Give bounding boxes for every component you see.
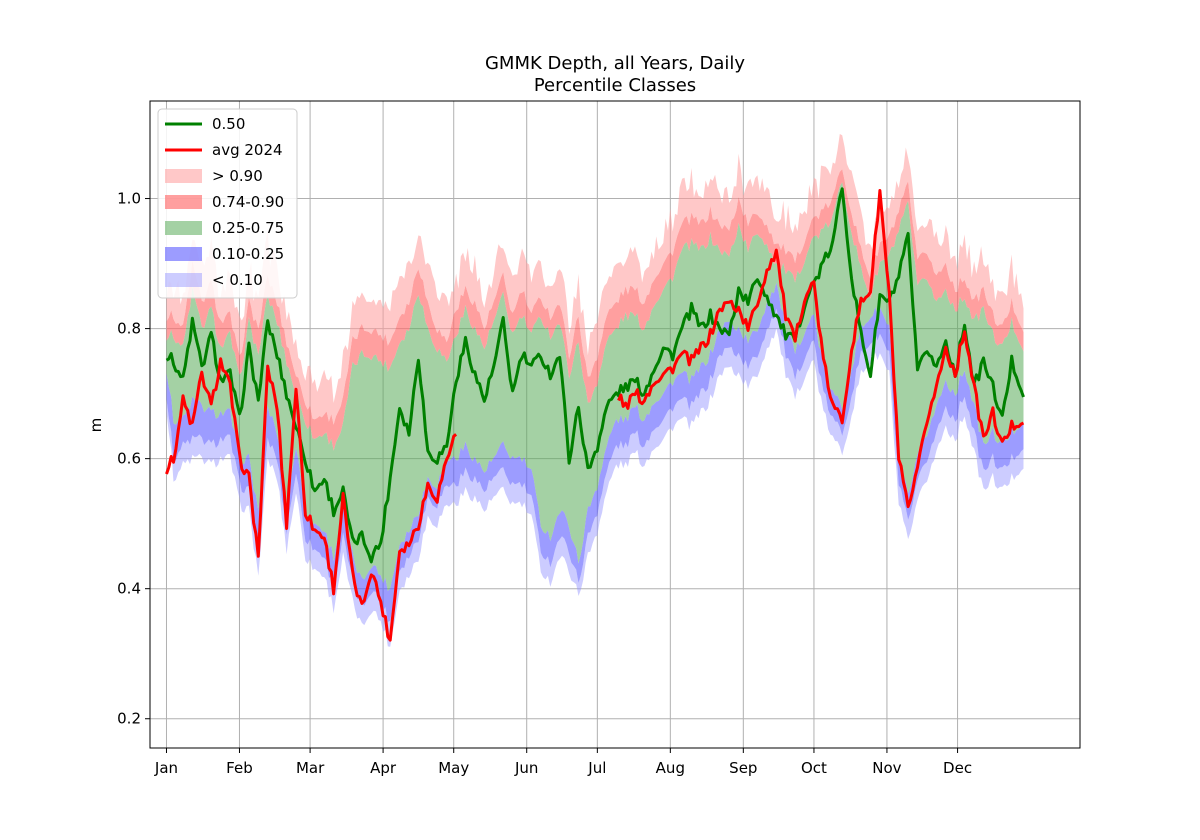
y-tick-label-4: 1.0 (117, 190, 141, 208)
legend-label-avg-2024: avg 2024 (212, 141, 283, 159)
x-tick-label-jun: Jun (514, 759, 538, 777)
legend-label-0-50: 0.50 (212, 115, 245, 133)
x-tick-label-nov: Nov (872, 759, 901, 777)
plot-frame (149, 100, 1081, 749)
chart-title: GMMK Depth, all Years, Daily (485, 53, 745, 74)
legend-label-0-74-0-90: 0.74-0.90 (212, 193, 284, 211)
legend-swatch-0-10-0-25 (165, 247, 202, 261)
series-line-avg-2024 (165, 189, 1025, 642)
y-axis-label: m (87, 418, 105, 433)
x-tick-label-aug: Aug (656, 759, 685, 777)
legend-swatch-0-25-0-75 (165, 221, 202, 235)
y-axis: 0.2 0.4 0.6 0.8 1.0 (117, 190, 150, 728)
x-tick-label-dec: Dec (943, 759, 972, 777)
chart-subtitle: Percentile Classes (534, 75, 696, 96)
x-tick-label-mar: Mar (296, 759, 325, 777)
legend-label-0-25-0-75: 0.25-0.75 (212, 219, 284, 237)
band-above-0-90 (166, 134, 1024, 425)
band-0-74-0-90 (166, 169, 1024, 451)
x-tick-label-sep: Sep (729, 759, 757, 777)
x-tick-label-jan: Jan (154, 759, 178, 777)
legend-swatch--0-90 (165, 169, 202, 183)
y-tick-label-2: 0.6 (117, 450, 141, 468)
legend-label--0-10: < 0.10 (212, 271, 263, 289)
series-line-0-50 (165, 187, 1025, 564)
legend-label-0-10-0-25: 0.10-0.25 (212, 245, 284, 263)
legend-swatch-0-74-0-90 (165, 195, 202, 209)
y-tick-label-3: 0.8 (117, 320, 141, 338)
percentile-bands (166, 134, 1024, 647)
y-tick-label-0: 0.2 (117, 710, 141, 728)
legend-label--0-90: > 0.90 (212, 167, 263, 185)
x-tick-label-oct: Oct (801, 759, 827, 777)
series-lines (165, 187, 1025, 642)
legend: 0.50 avg 2024 > 0.90 0.74-0.90 0.25-0.75 0.10… (157, 108, 298, 299)
x-axis: Jan Feb Mar Apr May Jun Jul Aug Sep Oct Nov Dec (154, 748, 972, 777)
y-tick-label-1: 0.4 (117, 580, 141, 598)
x-tick-label-jul: Jul (587, 759, 606, 777)
x-tick-label-feb: Feb (226, 759, 253, 777)
x-tick-label-may: May (438, 759, 469, 777)
legend-swatch--0-10 (165, 273, 202, 287)
band-0-25-0-75 (166, 182, 1024, 592)
x-tick-label-apr: Apr (370, 759, 397, 777)
